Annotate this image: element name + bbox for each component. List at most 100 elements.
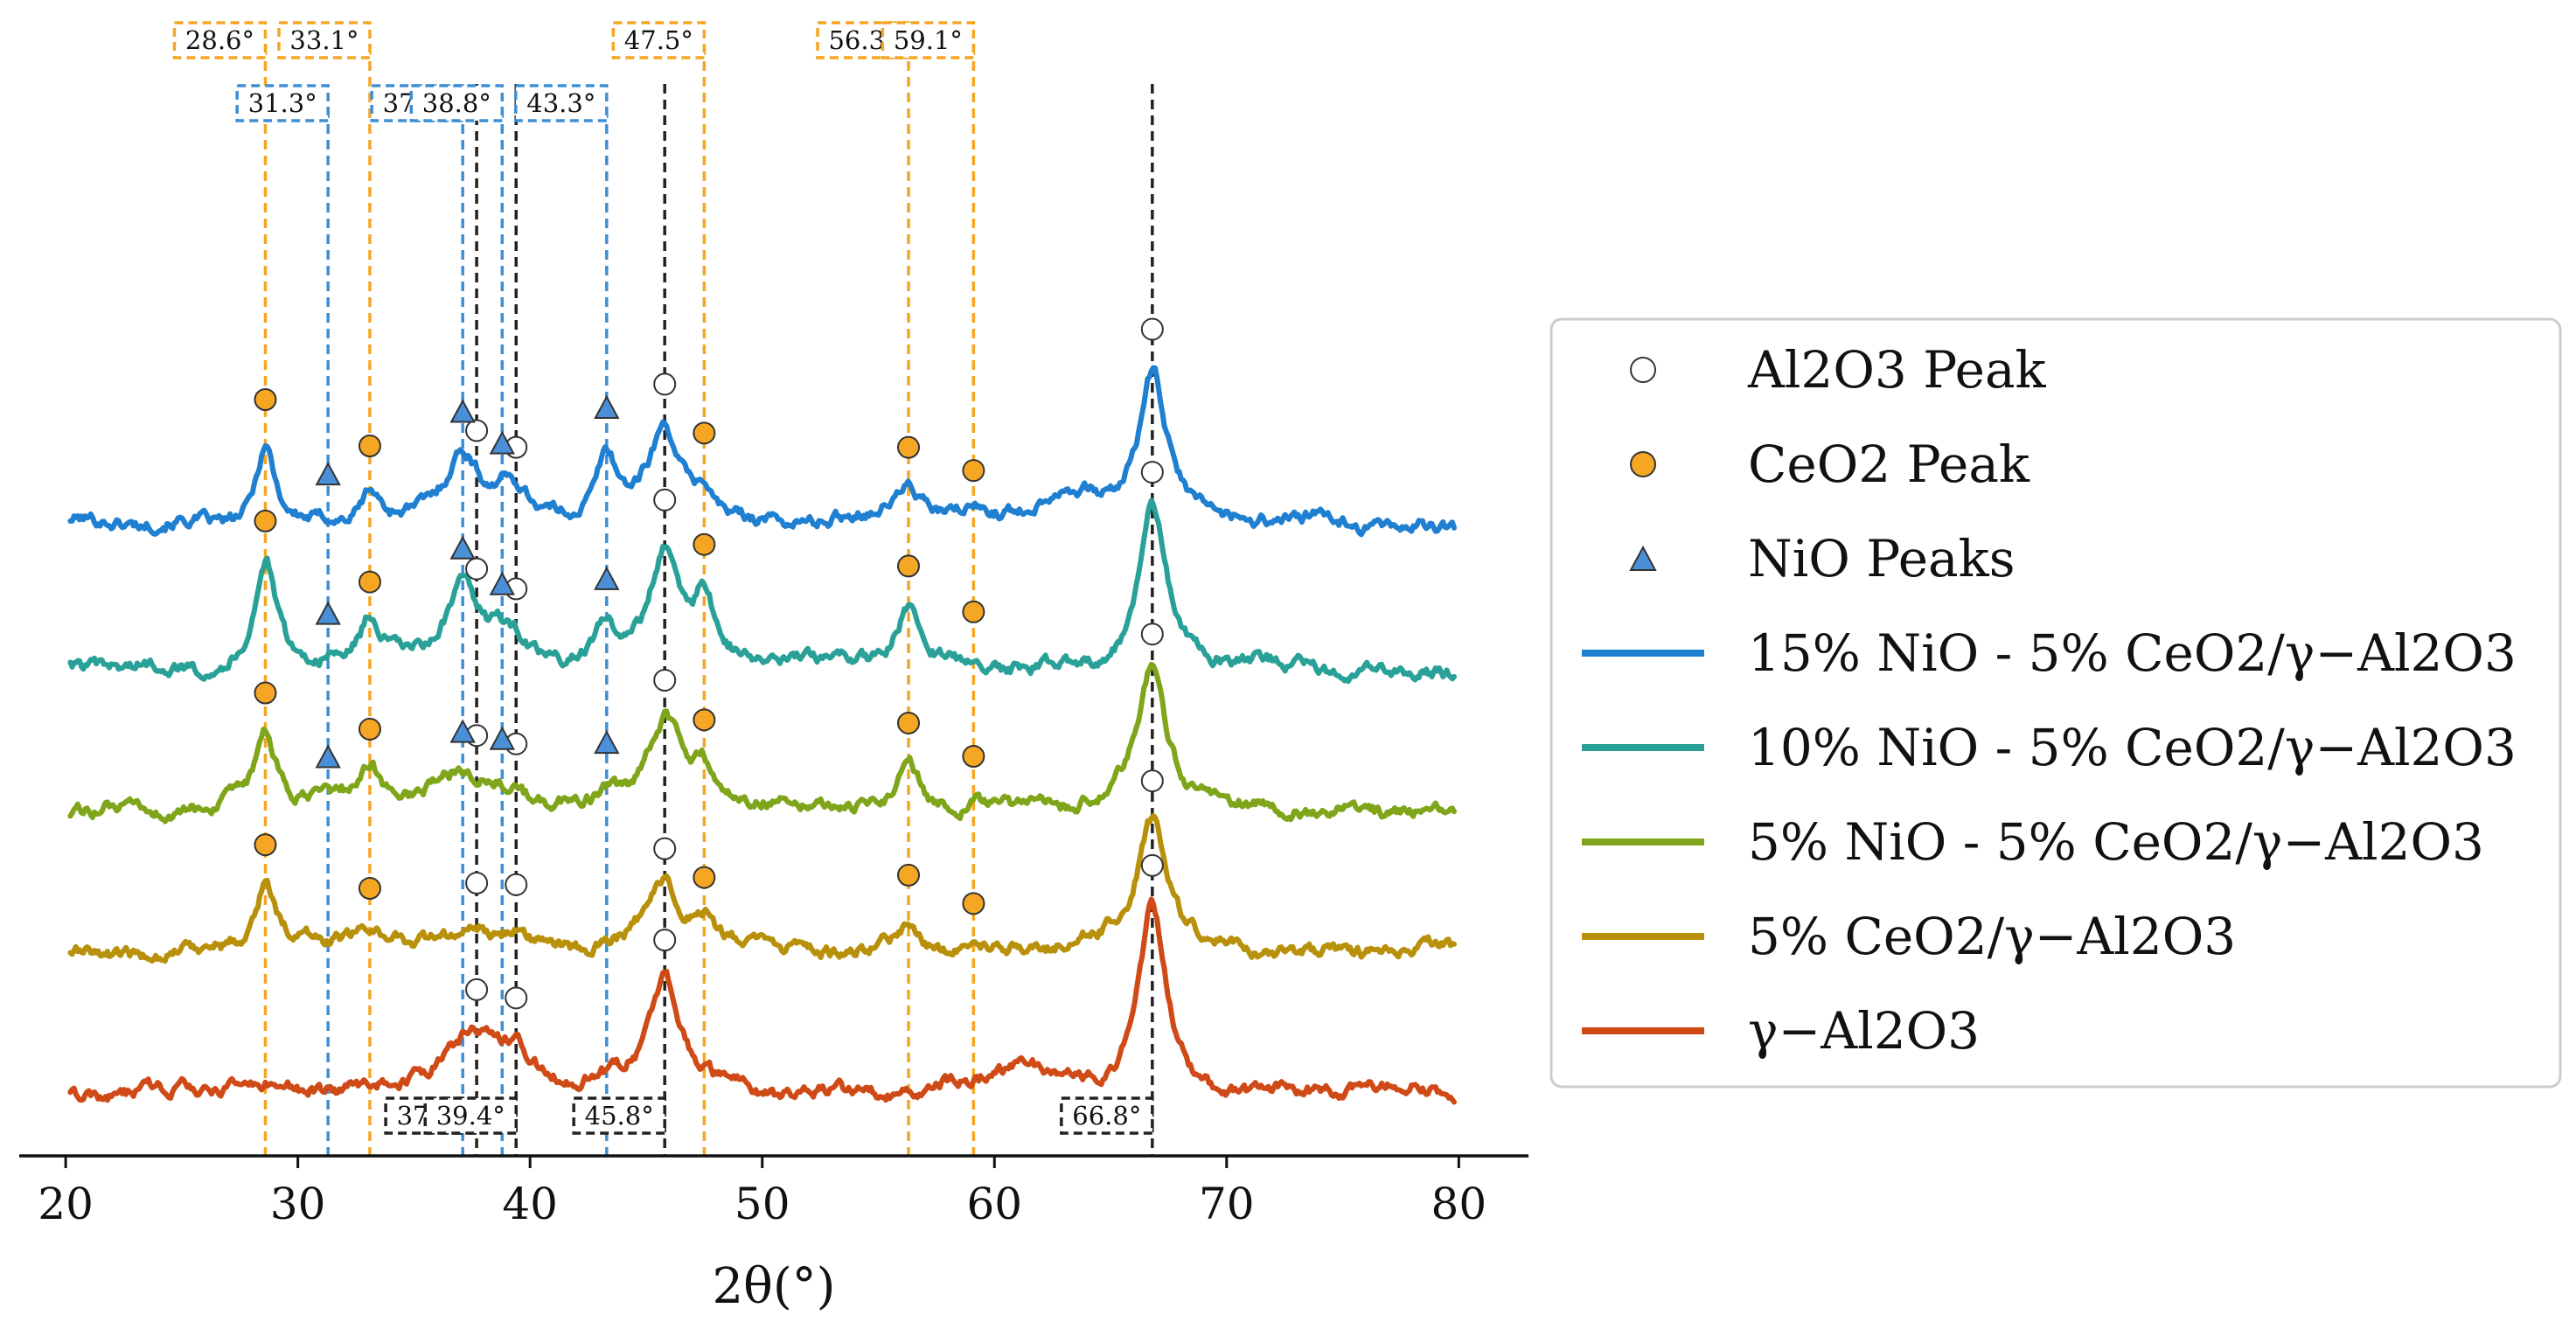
ref-label-text: 28.6° bbox=[185, 25, 254, 55]
legend-label: 15% NiO - 5% CeO2/γ−Al2O3 bbox=[1748, 623, 2517, 683]
marker-ceo2-s0-1 bbox=[358, 434, 381, 457]
ref-label-text: 43.3° bbox=[526, 88, 595, 118]
ref-label-box bbox=[409, 84, 505, 122]
ref-label-text: 47.5° bbox=[624, 25, 693, 55]
marker-al2o3-s0-3 bbox=[1140, 317, 1164, 341]
legend-label: γ−Al2O3 bbox=[1748, 1001, 1980, 1061]
series-line-4 bbox=[67, 896, 1457, 1105]
legend-entry-1: CeO2 Peak bbox=[1630, 435, 2030, 494]
ref-label-ceo2-4: 59.1° bbox=[881, 21, 976, 59]
marker-al2o3-s4-1 bbox=[505, 986, 528, 1010]
x-tick-label: 40 bbox=[502, 1179, 558, 1229]
legend-entry-2: NiO Peaks bbox=[1629, 529, 2016, 588]
x-tick-label: 60 bbox=[966, 1179, 1022, 1229]
marker-al2o3-s4-0 bbox=[465, 978, 489, 1001]
marker-nio-s0-1 bbox=[315, 462, 341, 486]
marker-al2o3-s3-0 bbox=[465, 872, 489, 895]
ref-label-text: 59.1° bbox=[894, 25, 963, 55]
legend-entry-6: 5% CeO2/γ−Al2O3 bbox=[1582, 907, 2236, 966]
x-axis-title: 2θ(°) bbox=[712, 1258, 835, 1315]
legend-label: NiO Peaks bbox=[1748, 529, 2016, 588]
legend-label: CeO2 Peak bbox=[1748, 435, 2030, 494]
legend-entry-4: 10% NiO - 5% CeO2/γ−Al2O3 bbox=[1582, 718, 2517, 777]
marker-nio-s2-0 bbox=[449, 719, 476, 743]
marker-nio-s0-0 bbox=[449, 399, 476, 423]
ref-label-nio-2: 38.8° bbox=[409, 84, 505, 122]
ref-label-box bbox=[423, 1096, 519, 1135]
marker-al2o3-s1-2 bbox=[653, 488, 677, 511]
peak-markers bbox=[254, 317, 1164, 1010]
marker-nio-s0-3 bbox=[594, 394, 620, 419]
ref-label-box bbox=[572, 1096, 666, 1135]
x-tick-label: 70 bbox=[1199, 1179, 1255, 1229]
legend-box bbox=[1549, 317, 2562, 1089]
marker-ceo2-s3-3 bbox=[897, 863, 921, 887]
marker-al2o3-s0-0 bbox=[465, 419, 489, 442]
marker-ceo2-s2-0 bbox=[254, 681, 277, 705]
ref-label-box bbox=[1060, 1096, 1154, 1135]
marker-ceo2-s2-3 bbox=[897, 711, 921, 734]
marker-al2o3-s3-2 bbox=[653, 837, 677, 860]
series-line-3 bbox=[67, 813, 1457, 964]
ref-label-box bbox=[277, 21, 372, 59]
legend: Al2O3 Peak CeO2 Peak NiO Peaks 15% NiO - 5%… bbox=[1549, 317, 2562, 1089]
marker-ceo2-s3-2 bbox=[693, 866, 716, 889]
legend-label: 5% CeO2/γ−Al2O3 bbox=[1748, 907, 2236, 966]
legend-label: 5% NiO - 5% CeO2/γ−Al2O3 bbox=[1748, 812, 2484, 872]
marker-al2o3-s4-3 bbox=[1140, 853, 1164, 877]
ref-label-text: 33.1° bbox=[289, 25, 359, 55]
marker-ceo2-s2-2 bbox=[693, 708, 716, 732]
ref-label-text: 39.4° bbox=[436, 1101, 505, 1131]
ref-label-text: 66.8° bbox=[1072, 1101, 1141, 1131]
series-line-0 bbox=[67, 365, 1457, 538]
legend-entry-5: 5% NiO - 5% CeO2/γ−Al2O3 bbox=[1582, 812, 2484, 872]
ref-label-box bbox=[235, 84, 330, 122]
marker-ceo2-s1-0 bbox=[254, 509, 277, 532]
marker-nio-s1-1 bbox=[315, 601, 341, 625]
marker-nio-s2-1 bbox=[315, 744, 341, 769]
ref-label-box bbox=[172, 21, 268, 59]
marker-al2o3-s1-0 bbox=[465, 557, 489, 581]
ref-label-al2o3-3: 66.8° bbox=[1060, 1096, 1154, 1135]
marker-al2o3-s1-3 bbox=[1140, 461, 1164, 484]
legend-circle-icon bbox=[1630, 451, 1656, 477]
marker-ceo2-s0-0 bbox=[254, 388, 277, 412]
marker-nio-s1-2 bbox=[489, 571, 515, 595]
series-line-1 bbox=[67, 498, 1457, 685]
marker-ceo2-s3-1 bbox=[358, 877, 381, 901]
ref-label-box bbox=[514, 84, 609, 122]
series-layer bbox=[67, 365, 1457, 1105]
marker-ceo2-s0-4 bbox=[962, 459, 985, 483]
marker-nio-s2-2 bbox=[489, 726, 515, 750]
marker-al2o3-s0-2 bbox=[653, 372, 677, 396]
marker-ceo2-s1-3 bbox=[897, 554, 921, 578]
marker-al2o3-s3-3 bbox=[1140, 769, 1164, 793]
x-axis: 20 30 40 50 60 70 80 2θ(°) bbox=[19, 1154, 1528, 1315]
legend-entry-0: Al2O3 Peak bbox=[1630, 340, 2047, 400]
ref-label-ceo2-2: 47.5° bbox=[611, 21, 707, 59]
ref-label-box bbox=[611, 21, 707, 59]
x-tick-label: 30 bbox=[270, 1179, 326, 1229]
ref-label-nio-3: 43.3° bbox=[514, 84, 609, 122]
marker-ceo2-s2-1 bbox=[358, 717, 381, 741]
legend-triangle-icon bbox=[1629, 545, 1657, 571]
legend-label: Al2O3 Peak bbox=[1747, 340, 2047, 400]
marker-nio-s1-3 bbox=[594, 566, 620, 590]
ref-label-box bbox=[881, 21, 976, 59]
ref-label-ceo2-0: 28.6° bbox=[172, 21, 268, 59]
marker-ceo2-s3-0 bbox=[254, 833, 277, 857]
marker-al2o3-s2-2 bbox=[653, 668, 677, 692]
ref-label-text: 45.8° bbox=[585, 1101, 654, 1131]
marker-ceo2-s0-2 bbox=[693, 421, 716, 445]
marker-nio-s1-0 bbox=[449, 535, 476, 560]
ref-label-text: 31.3° bbox=[248, 88, 317, 118]
marker-ceo2-s2-4 bbox=[962, 745, 985, 769]
ref-label-al2o3-2: 45.8° bbox=[572, 1096, 666, 1135]
marker-nio-s2-3 bbox=[594, 730, 620, 755]
ref-label-ceo2-1: 33.1° bbox=[277, 21, 372, 59]
marker-ceo2-s3-4 bbox=[962, 892, 985, 915]
marker-ceo2-s1-2 bbox=[693, 532, 716, 556]
ref-label-nio-0: 31.3° bbox=[235, 84, 330, 122]
marker-ceo2-s0-3 bbox=[897, 435, 921, 459]
